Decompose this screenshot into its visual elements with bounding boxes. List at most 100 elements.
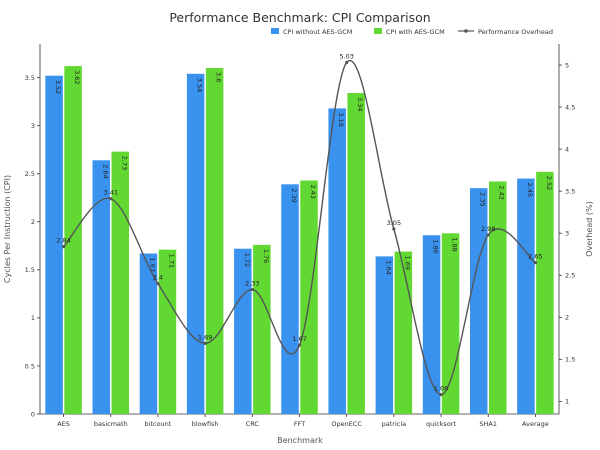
bar-with-quicksort <box>441 233 460 414</box>
bar-value-label-without-openecc: 3.18 <box>337 112 345 126</box>
legend-label-cpi-with: CPI with AES-GCM <box>386 28 445 36</box>
left-tick-label-5: 2.5 <box>25 170 35 178</box>
bar-value-label-without-fft: 2.39 <box>290 188 298 202</box>
legend: CPI without AES-GCM CPI with AES-GCM Per… <box>271 28 553 36</box>
right-tick-label-3: 2.5 <box>565 272 575 280</box>
bar-without-sha1 <box>469 188 488 414</box>
bar-value-label-with-patricia: 1.69 <box>403 256 411 270</box>
overhead-point-blowfish <box>203 341 207 345</box>
bar-value-label-without-aes: 3.52 <box>54 80 62 94</box>
x-tick-label-sha1: SHA1 <box>479 420 497 428</box>
bar-value-label-without-basicmath: 2.64 <box>101 164 109 178</box>
bar-value-label-with-sha1: 2.42 <box>498 185 506 199</box>
legend-label-cpi-without: CPI without AES-GCM <box>283 28 352 36</box>
x-tick-label-openecc: OpenECC <box>331 420 362 428</box>
right-tick-label-0: 1 <box>565 398 569 406</box>
overhead-point-bitcount <box>156 282 160 286</box>
bar-without-patricia <box>375 256 394 414</box>
legend-label-overhead: Performance Overhead <box>478 28 553 36</box>
overhead-value-label-patricia: 3.05 <box>387 219 401 227</box>
x-axis-title: Benchmark <box>277 436 323 445</box>
right-tick-label-6: 4 <box>565 145 569 153</box>
left-tick-label-0: 0 <box>31 410 35 418</box>
right-ticks: 1 1.5 2 2.5 3 3.5 4 4.5 5 <box>559 61 575 406</box>
legend-swatch-cpi-with <box>374 28 382 34</box>
x-tick-label-blowfish: blowfish <box>192 420 219 428</box>
bar-value-label-with-quicksort: 1.88 <box>451 237 459 251</box>
right-tick-label-4: 3 <box>565 230 569 238</box>
bar-value-label-without-sha1: 2.35 <box>479 192 487 206</box>
x-tick-label-aes: AES <box>57 420 70 428</box>
left-tick-label-2: 1 <box>31 314 35 322</box>
bar-without-openecc <box>328 108 346 414</box>
overhead-point-sha1 <box>486 233 490 237</box>
right-tick-label-8: 5 <box>565 61 569 69</box>
bar-with-openecc <box>347 93 365 414</box>
overhead-point-quicksort <box>439 393 443 397</box>
x-tick-label-crc: CRC <box>246 420 260 428</box>
bar-value-label-without-quicksort: 1.86 <box>432 239 440 253</box>
bar-without-blowfish <box>186 73 205 414</box>
bar-value-label-without-bitcount: 1.67 <box>148 258 156 272</box>
bar-with-patricia <box>394 251 413 414</box>
bar-with-aes <box>64 66 82 414</box>
bar-value-label-with-blowfish: 3.6 <box>215 72 223 82</box>
bar-without-average <box>517 178 535 414</box>
bar-labels: 3.52 2.64 1.67 3.54 1.72 2.39 3.18 1.64 1.86 2.35… <box>54 70 553 275</box>
overhead-point-patricia <box>392 227 396 231</box>
overhead-point-openecc <box>345 60 349 65</box>
overhead-value-label-bitcount: 2.4 <box>153 274 163 282</box>
overhead-line-group: 2.84 3.41 2.4 1.69 2.33 1.67 5.03 3.05 1.08 2.98 2… <box>56 53 543 397</box>
left-tick-label-7: 3.5 <box>25 74 35 82</box>
overhead-value-label-basicmath: 3.41 <box>104 189 118 197</box>
bar-without-aes <box>45 75 63 415</box>
left-tick-label-4: 2 <box>31 218 35 226</box>
bar-value-label-without-average: 2.45 <box>526 183 534 197</box>
bar-with-basicmath <box>111 151 130 414</box>
x-tick-label-quicksort: quicksort <box>426 420 456 428</box>
bar-value-label-with-crc: 1.76 <box>262 249 270 263</box>
bar-value-label-with-fft: 2.43 <box>309 184 317 198</box>
chart-title: Performance Benchmark: CPI Comparison <box>169 10 430 25</box>
right-tick-label-7: 4.5 <box>565 103 575 111</box>
overhead-value-label-sha1: 2.98 <box>481 225 495 233</box>
right-tick-label-1: 1.5 <box>565 356 575 364</box>
bar-value-label-with-average: 2.52 <box>545 176 553 190</box>
left-axis-title: Cycles Per Instruction (CPI) <box>3 175 12 283</box>
overhead-value-label-fft: 1.67 <box>292 335 306 343</box>
legend-swatch-cpi-without <box>271 28 279 34</box>
x-tick-label-average: Average <box>522 420 549 428</box>
bar-value-label-without-blowfish: 3.54 <box>196 78 204 92</box>
overhead-point-basicmath <box>109 197 113 201</box>
x-tick-label-bitcount: bitcount <box>145 420 172 428</box>
overhead-value-label-openecc: 5.03 <box>339 53 353 61</box>
left-tick-label-6: 3 <box>31 122 35 130</box>
overhead-point-crc <box>250 287 254 292</box>
x-ticks: AES basicmath bitcount blowfish CRC FFT OpenEC… <box>57 414 549 428</box>
left-tick-label-1: 0.5 <box>25 362 35 370</box>
right-tick-label-5: 3.5 <box>565 187 575 195</box>
bar-value-label-without-patricia: 1.64 <box>384 260 392 274</box>
bar-with-sha1 <box>488 181 507 414</box>
bar-with-crc <box>253 244 271 414</box>
overhead-point-aes <box>61 245 66 249</box>
bar-without-crc <box>234 248 252 414</box>
bar-without-bitcount <box>139 253 158 414</box>
overhead-value-label-crc: 2.33 <box>245 280 259 288</box>
x-tick-label-fft: FFT <box>294 420 305 428</box>
bar-with-fft <box>300 180 318 414</box>
bar-with-blowfish <box>205 68 224 414</box>
overhead-value-label-blowfish: 1.69 <box>198 333 212 341</box>
bar-value-label-with-basicmath: 2.73 <box>120 156 128 170</box>
left-tick-label-3: 1.5 <box>25 266 35 274</box>
bar-value-label-with-openecc: 3.34 <box>356 97 364 111</box>
bar-value-label-with-bitcount: 1.71 <box>167 254 175 268</box>
right-axis-title: Overhead (%) <box>585 201 594 256</box>
overhead-point-average <box>533 261 538 265</box>
bars <box>45 66 554 415</box>
overhead-point-fft <box>297 343 302 347</box>
overhead-value-label-average: 2.65 <box>528 253 542 261</box>
left-ticks: 0 0.5 1 1.5 2 2.5 3 3.5 <box>25 74 40 418</box>
right-tick-label-2: 2 <box>565 314 569 322</box>
